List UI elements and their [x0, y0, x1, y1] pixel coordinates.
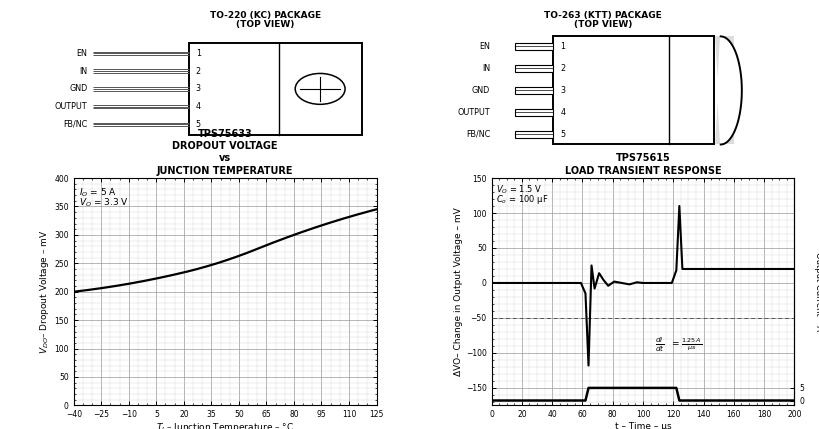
Text: 4: 4	[560, 108, 565, 117]
Text: EN: EN	[479, 42, 490, 51]
Title: TPS75615
LOAD TRANSIENT RESPONSE: TPS75615 LOAD TRANSIENT RESPONSE	[565, 153, 722, 176]
Text: FB/NC: FB/NC	[466, 130, 490, 139]
Bar	[554, 36, 714, 145]
Bar	[669, 36, 734, 145]
Bar	[515, 87, 554, 94]
Polygon shape	[714, 36, 742, 145]
Text: FB/NC: FB/NC	[63, 120, 88, 129]
Text: $= \frac{1.25\,A}{\mu s}$: $= \frac{1.25\,A}{\mu s}$	[670, 337, 703, 353]
Text: TO-220 (KC) PACKAGE: TO-220 (KC) PACKAGE	[210, 11, 321, 20]
Bar	[515, 131, 554, 138]
Text: GND: GND	[472, 86, 490, 95]
Text: 5: 5	[560, 130, 565, 139]
Text: IN: IN	[482, 64, 490, 73]
Text: $C_o$ = 100 μF: $C_o$ = 100 μF	[496, 193, 549, 206]
Text: 3: 3	[196, 85, 201, 94]
Ellipse shape	[295, 73, 345, 104]
Y-axis label: Output Current – A: Output Current – A	[814, 252, 819, 331]
Text: TO-263 (KTT) PACKAGE: TO-263 (KTT) PACKAGE	[545, 11, 662, 20]
Bar	[515, 43, 554, 50]
X-axis label: t – Time – μs: t – Time – μs	[615, 422, 672, 429]
Text: $\frac{di}{dt}$: $\frac{di}{dt}$	[655, 335, 665, 354]
Bar	[189, 42, 361, 135]
Text: 1: 1	[560, 42, 565, 51]
Text: EN: EN	[76, 49, 88, 58]
Text: 4: 4	[196, 102, 201, 111]
Title: TPS75633
DROPOUT VOLTAGE
vs
JUNCTION TEMPERATURE: TPS75633 DROPOUT VOLTAGE vs JUNCTION TEM…	[157, 129, 293, 176]
Text: OUTPUT: OUTPUT	[458, 108, 490, 117]
Text: 2: 2	[560, 64, 565, 73]
Bar	[515, 109, 554, 116]
Text: (TOP VIEW): (TOP VIEW)	[574, 20, 632, 29]
Text: $V_O$ = 1.5 V: $V_O$ = 1.5 V	[496, 184, 543, 196]
Bar	[515, 65, 554, 72]
Text: 2: 2	[196, 66, 201, 76]
Text: OUTPUT: OUTPUT	[55, 102, 88, 111]
Text: GND: GND	[69, 85, 88, 94]
Y-axis label: $V_{DO}$– Dropout Voltage – mV: $V_{DO}$– Dropout Voltage – mV	[38, 230, 52, 354]
Text: 5: 5	[196, 120, 201, 129]
Text: 3: 3	[560, 86, 565, 95]
Text: $I_O$ = 5 A: $I_O$ = 5 A	[79, 187, 117, 199]
Y-axis label: ΔVO– Change in Output Voltage – mV: ΔVO– Change in Output Voltage – mV	[454, 207, 463, 376]
Text: (TOP VIEW): (TOP VIEW)	[237, 20, 295, 29]
Text: 1: 1	[196, 49, 201, 58]
Text: IN: IN	[79, 66, 88, 76]
X-axis label: $T_J$ – Junction Temperature – °C: $T_J$ – Junction Temperature – °C	[156, 422, 294, 429]
Text: $V_O$ = 3.3 V: $V_O$ = 3.3 V	[79, 196, 129, 209]
